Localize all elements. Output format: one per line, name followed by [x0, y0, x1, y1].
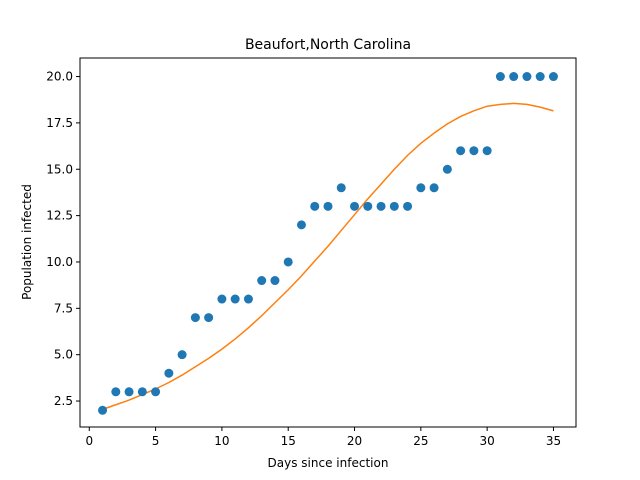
data-point-26 [442, 164, 452, 174]
y-tick-label-0: 2.5 [54, 394, 73, 408]
y-tick-label-7: 20.0 [46, 70, 73, 84]
data-point-32 [522, 72, 532, 82]
data-point-17 [323, 201, 333, 211]
x-tick-label-6: 30 [480, 434, 495, 448]
data-point-23 [403, 201, 413, 211]
x-tick-label-1: 5 [152, 434, 160, 448]
x-tick-label-0: 0 [85, 434, 93, 448]
data-point-21 [376, 201, 386, 211]
data-point-13 [270, 276, 280, 286]
y-tick-label-6: 17.5 [46, 116, 73, 130]
series-line-1 [102, 102, 554, 411]
chart-title: Beaufort,North Carolina [245, 37, 411, 53]
plot-area: 0 5 10 15 20 25 30 35 2.5 5.0 7.5 10.0 12.5 15.0 17.5 2… [46, 57, 577, 448]
data-point-34 [548, 72, 558, 82]
data-point-4 [151, 387, 161, 397]
y-tick-label-3: 10.0 [46, 255, 73, 269]
data-point-24 [416, 183, 426, 193]
data-point-7 [190, 313, 200, 323]
data-point-16 [310, 201, 320, 211]
data-point-15 [296, 220, 306, 230]
x-tick-label-5: 25 [413, 434, 428, 448]
y-axis-label: Population infected [20, 184, 34, 300]
data-point-6 [177, 350, 187, 360]
data-point-22 [389, 201, 399, 211]
data-point-19 [350, 201, 360, 211]
data-point-28 [469, 146, 479, 156]
x-axis-label: Days since infection [268, 456, 389, 470]
data-point-0 [98, 405, 108, 415]
axes-frame [79, 57, 577, 428]
data-point-29 [482, 146, 492, 156]
y-tick-label-4: 12.5 [46, 209, 73, 223]
y-tick-label-5: 15.0 [46, 162, 73, 176]
x-tick-label-3: 15 [281, 434, 296, 448]
data-point-11 [243, 294, 253, 304]
data-point-25 [429, 183, 439, 193]
data-point-30 [495, 72, 505, 82]
data-point-31 [509, 72, 519, 82]
data-point-5 [164, 368, 174, 378]
data-point-27 [456, 146, 466, 156]
x-tick-label-4: 20 [347, 434, 362, 448]
x-tick-label-2: 10 [214, 434, 229, 448]
data-point-2 [124, 387, 134, 397]
x-tick-label-7: 35 [546, 434, 561, 448]
data-point-1 [111, 387, 121, 397]
data-point-3 [137, 387, 147, 397]
data-point-20 [363, 201, 373, 211]
data-point-12 [257, 276, 267, 286]
data-point-8 [204, 313, 214, 323]
data-point-10 [230, 294, 240, 304]
data-point-9 [217, 294, 227, 304]
data-point-33 [535, 72, 545, 82]
y-tick-label-2: 7.5 [54, 301, 73, 315]
y-tick-label-1: 5.0 [54, 348, 73, 362]
data-point-18 [336, 183, 346, 193]
data-point-14 [283, 257, 293, 267]
